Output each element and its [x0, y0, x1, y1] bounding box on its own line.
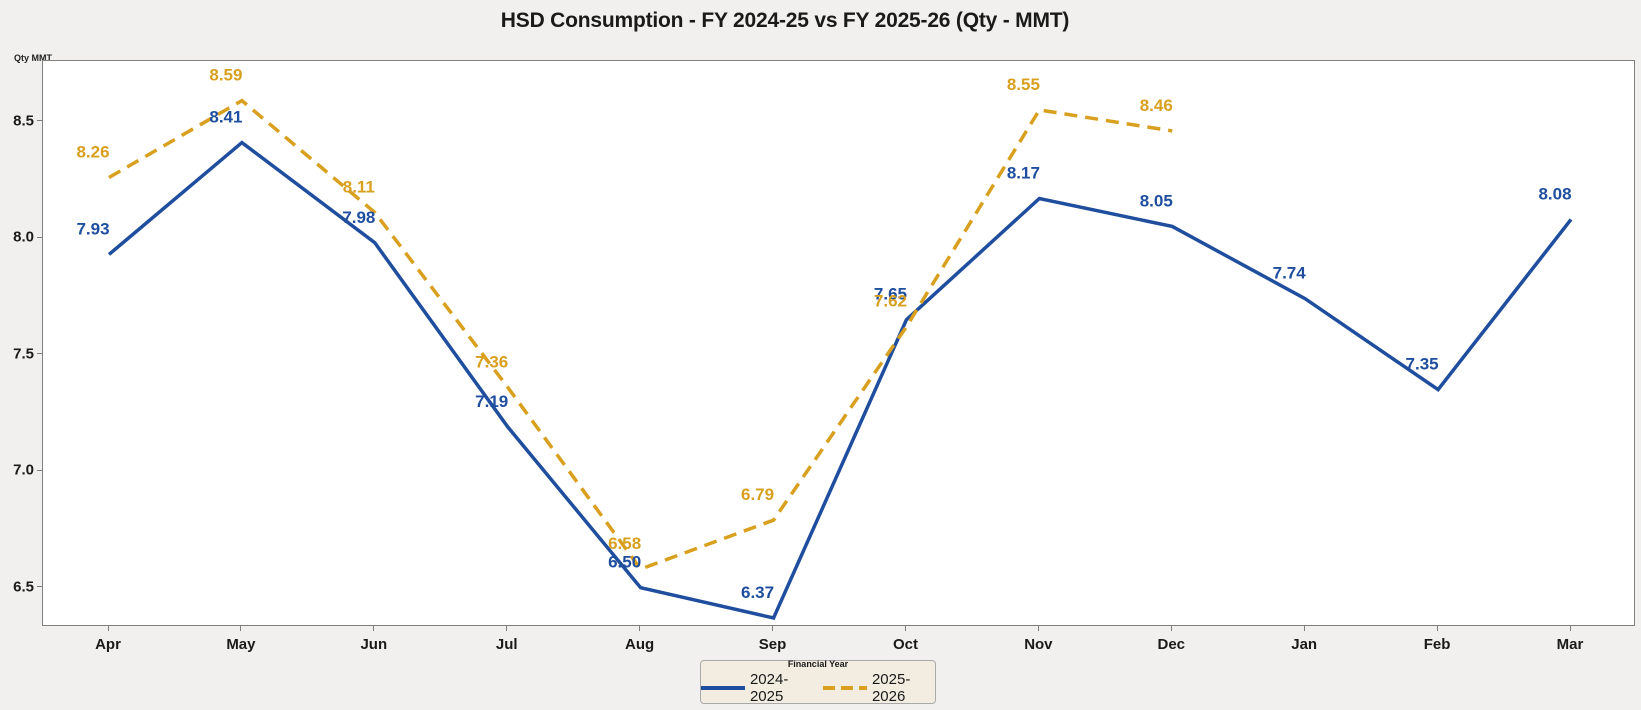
legend-line-sample-solid [701, 686, 745, 690]
x-tick-mark [639, 625, 641, 631]
x-tick-label-aug: Aug [625, 636, 655, 653]
x-tick-mark [506, 625, 508, 631]
x-tick-label-jan: Jan [1291, 636, 1318, 653]
data-label-2024-2025-Apr: 7.93 [76, 219, 109, 238]
x-tick-label-feb: Feb [1423, 636, 1451, 653]
x-tick-label-jun: Jun [360, 636, 388, 653]
data-label-2024-2025-May: 8.41 [209, 108, 242, 127]
legend-item-label: 2024-2025 [749, 671, 789, 705]
x-tick-mark [1436, 625, 1438, 631]
data-label-2025-2026-Jun: 8.11 [343, 177, 375, 196]
x-tick-mark [772, 625, 774, 631]
legend-item-label: 2025-2026 [871, 671, 911, 705]
data-label-2025-2026-Dec: 8.46 [1140, 96, 1173, 115]
x-tick-label-nov: Nov [1024, 636, 1053, 653]
data-label-2025-2026-Oct: 7.62 [874, 292, 907, 311]
data-label-2024-2025-Jun: 7.98 [342, 208, 375, 227]
y-tick-label-7.5: 7.5 [13, 345, 34, 363]
legend-items: 2024-2025 2025-2026 [701, 671, 935, 705]
data-label-2025-2026-May: 8.59 [209, 66, 242, 85]
x-tick-mark [1569, 625, 1571, 631]
x-tick-label-jul: Jul [495, 636, 518, 653]
data-label-2025-2026-Aug: 6.58 [608, 534, 641, 553]
data-label-2024-2025-Nov: 8.17 [1007, 164, 1040, 183]
x-tick-label-mar: Mar [1556, 636, 1584, 653]
chart-title: HSD Consumption - FY 2024-25 vs FY 2025-… [500, 9, 1070, 32]
legend-title: Financial Year [787, 659, 849, 669]
y-tick-label-7.0: 7.0 [13, 461, 34, 479]
legend-item-2024-2025[interactable]: 2024-2025 [701, 671, 813, 705]
chart-svg: 7.93 8.41 7.98 7.19 6.50 6.37 7.65 8.17 8.05 7.74… [76, 66, 1573, 621]
data-label-2024-2025-Aug: 6.50 [608, 553, 641, 572]
x-tick-mark [1037, 625, 1039, 631]
y-tick-label-6.5: 6.5 [13, 578, 34, 596]
series-line-2025-2026 [108, 98, 1173, 572]
legend-item-2025-2026[interactable]: 2025-2026 [823, 671, 935, 705]
x-tick-label-oct: Oct [892, 636, 918, 653]
x-tick-label-dec: Dec [1157, 636, 1186, 653]
x-tick-mark [904, 625, 906, 631]
data-label-2025-2026-Apr: 8.26 [76, 143, 109, 162]
data-label-2024-2025-Jan: 7.74 [1273, 264, 1307, 283]
legend: Financial Year 2024-2025 2025-2026 [700, 659, 936, 705]
y-axis-unit-label: Qty MMT [14, 53, 52, 63]
x-tick-mark [107, 625, 109, 631]
y-tick-mark [37, 469, 43, 471]
y-tick-mark [37, 236, 43, 238]
data-label-2024-2025-Feb: 7.35 [1406, 355, 1439, 374]
data-label-2024-2025-Sep: 6.37 [741, 583, 774, 602]
x-tick-label-may: May [226, 636, 256, 653]
x-tick-mark [1303, 625, 1305, 631]
data-label-2025-2026-Sep: 6.79 [741, 485, 774, 504]
x-tick-label-sep: Sep [758, 636, 787, 653]
y-tick-mark [37, 353, 43, 355]
x-tick-mark [1170, 625, 1172, 631]
y-tick-label-8.0: 8.0 [13, 228, 34, 246]
y-tick-mark [37, 586, 43, 588]
y-tick-label-8.5: 8.5 [13, 112, 34, 130]
data-label-2024-2025-Dec: 8.05 [1140, 191, 1173, 210]
data-label-2024-2025-Mar: 8.08 [1538, 184, 1571, 203]
data-label-2025-2026-Jul: 7.36 [475, 352, 508, 371]
data-label-2025-2026-Nov: 8.55 [1007, 75, 1040, 94]
legend-line-sample-dashed [823, 686, 867, 690]
y-tick-mark [37, 120, 43, 122]
x-tick-mark [373, 625, 375, 631]
x-tick-label-apr: Apr [95, 636, 121, 653]
series-line-2024-2025 [107, 140, 1573, 621]
data-label-2024-2025-Jul: 7.19 [475, 392, 508, 411]
data-label-2024-2025-Oct: 7.65 [874, 285, 907, 304]
x-tick-mark [240, 625, 242, 631]
plot-area: 7.93 8.41 7.98 7.19 6.50 6.37 7.65 8.17 8.05 7.74… [42, 60, 1635, 626]
